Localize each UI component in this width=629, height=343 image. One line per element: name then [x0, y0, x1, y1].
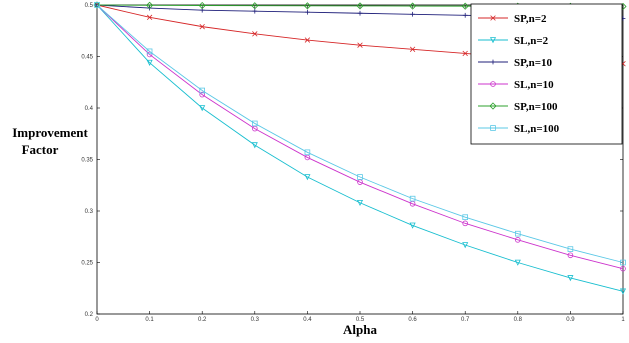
legend-item: SP,n=100 — [478, 101, 558, 113]
data-point — [462, 220, 469, 227]
data-point — [620, 259, 626, 266]
data-point — [461, 2, 469, 10]
data-point — [146, 1, 154, 9]
x-tick-label: 0.1 — [145, 317, 154, 323]
legend-label: SP,n=10 — [514, 57, 552, 69]
data-point — [567, 246, 574, 252]
y-tick-label: 0.35 — [81, 158, 93, 164]
data-point — [514, 259, 521, 266]
data-point — [146, 48, 153, 55]
data-point — [357, 174, 363, 180]
series-SL,n=100 — [94, 2, 626, 266]
data-point — [251, 2, 259, 10]
y-tick-label: 0.3 — [85, 209, 94, 215]
x-tick-label: 0.8 — [514, 317, 523, 323]
data-point — [199, 87, 206, 94]
data-point — [304, 149, 311, 156]
x-tick-label: 0.7 — [461, 317, 470, 323]
data-point — [251, 120, 258, 127]
data-point — [620, 265, 626, 272]
data-point — [357, 10, 363, 16]
data-point — [304, 37, 311, 43]
data-point — [146, 14, 153, 21]
data-point — [199, 105, 206, 112]
y-tick-label: 0.25 — [81, 261, 93, 267]
data-point — [410, 11, 415, 17]
data-point — [619, 288, 627, 295]
legend: SP,n=2 SL,n=2 SP,n=10 SL,n=10 SP,n=100 SL,n=1… — [470, 3, 623, 145]
data-point — [567, 252, 574, 259]
data-point — [409, 222, 416, 229]
series-line — [96, 4, 624, 270]
legend-label: SL,n=100 — [514, 123, 560, 135]
x-tick-label: 0 — [95, 317, 99, 323]
legend-item: SL,n=100 — [478, 123, 560, 135]
x-tick-label: 1 — [621, 317, 625, 323]
data-point — [356, 199, 364, 207]
data-point — [567, 275, 574, 282]
data-point — [198, 1, 206, 10]
data-point — [409, 2, 417, 10]
y-tick-label: 0.5 — [85, 3, 94, 9]
legend-item: SL,n=2 — [478, 35, 549, 47]
legend-label: SL,n=10 — [514, 79, 554, 91]
data-point — [304, 174, 311, 181]
data-point — [305, 9, 310, 15]
legend-marker — [489, 37, 497, 44]
data-point — [252, 31, 258, 37]
data-point — [409, 195, 416, 202]
y-tick-label: 0.4 — [85, 106, 94, 112]
data-point — [356, 2, 364, 10]
x-tick-label: 0.4 — [303, 317, 312, 323]
series-SL,n=10 — [94, 2, 626, 272]
x-tick-label: 0.2 — [198, 317, 207, 323]
x-axis-title: Alpha — [343, 322, 377, 337]
data-point — [462, 214, 468, 220]
data-point — [515, 230, 521, 237]
data-point — [199, 91, 206, 98]
data-point — [409, 46, 416, 52]
legend-box — [470, 3, 623, 145]
data-point — [251, 142, 258, 149]
legend-label: SP,n=100 — [514, 101, 558, 113]
legend-item: SL,n=10 — [478, 79, 554, 91]
data-point — [357, 42, 363, 48]
data-point — [199, 23, 205, 30]
x-tick-label: 0.5 — [356, 317, 365, 323]
legend-marker — [489, 102, 497, 110]
data-point — [462, 242, 469, 249]
y-axis-title-line2: Factor — [22, 142, 59, 157]
data-point — [146, 59, 153, 66]
data-point — [94, 2, 100, 8]
legend-item: SP,n=2 — [478, 13, 547, 25]
data-point — [462, 12, 468, 18]
data-point — [252, 8, 258, 14]
series-line — [96, 4, 624, 292]
y-tick-label: 0.2 — [85, 312, 94, 318]
x-tick-label: 0.3 — [251, 317, 260, 323]
legend-marker — [490, 15, 496, 21]
legend-item: SP,n=10 — [478, 57, 552, 69]
plot-area: 0 0.1 0.2 0.3 0.4 0.5 0.6 0.7 0.8 0.9 1 0.2 0.25 0.3 0… — [81, 1, 627, 323]
series-line — [96, 4, 624, 263]
data-point — [514, 237, 521, 243]
legend-marker — [490, 59, 496, 65]
legend-marker — [490, 81, 496, 87]
x-tick-label: 0.9 — [566, 317, 575, 323]
legend-label: SP,n=2 — [514, 13, 547, 25]
y-tick-label: 0.45 — [81, 55, 93, 61]
legend-marker — [490, 125, 496, 131]
legend-label: SL,n=2 — [514, 35, 549, 47]
data-point — [462, 50, 468, 57]
y-axis-title-line1: Improvement — [12, 125, 88, 140]
data-point — [303, 2, 311, 10]
data-point — [146, 51, 153, 58]
x-tick-label: 0.6 — [408, 317, 417, 323]
